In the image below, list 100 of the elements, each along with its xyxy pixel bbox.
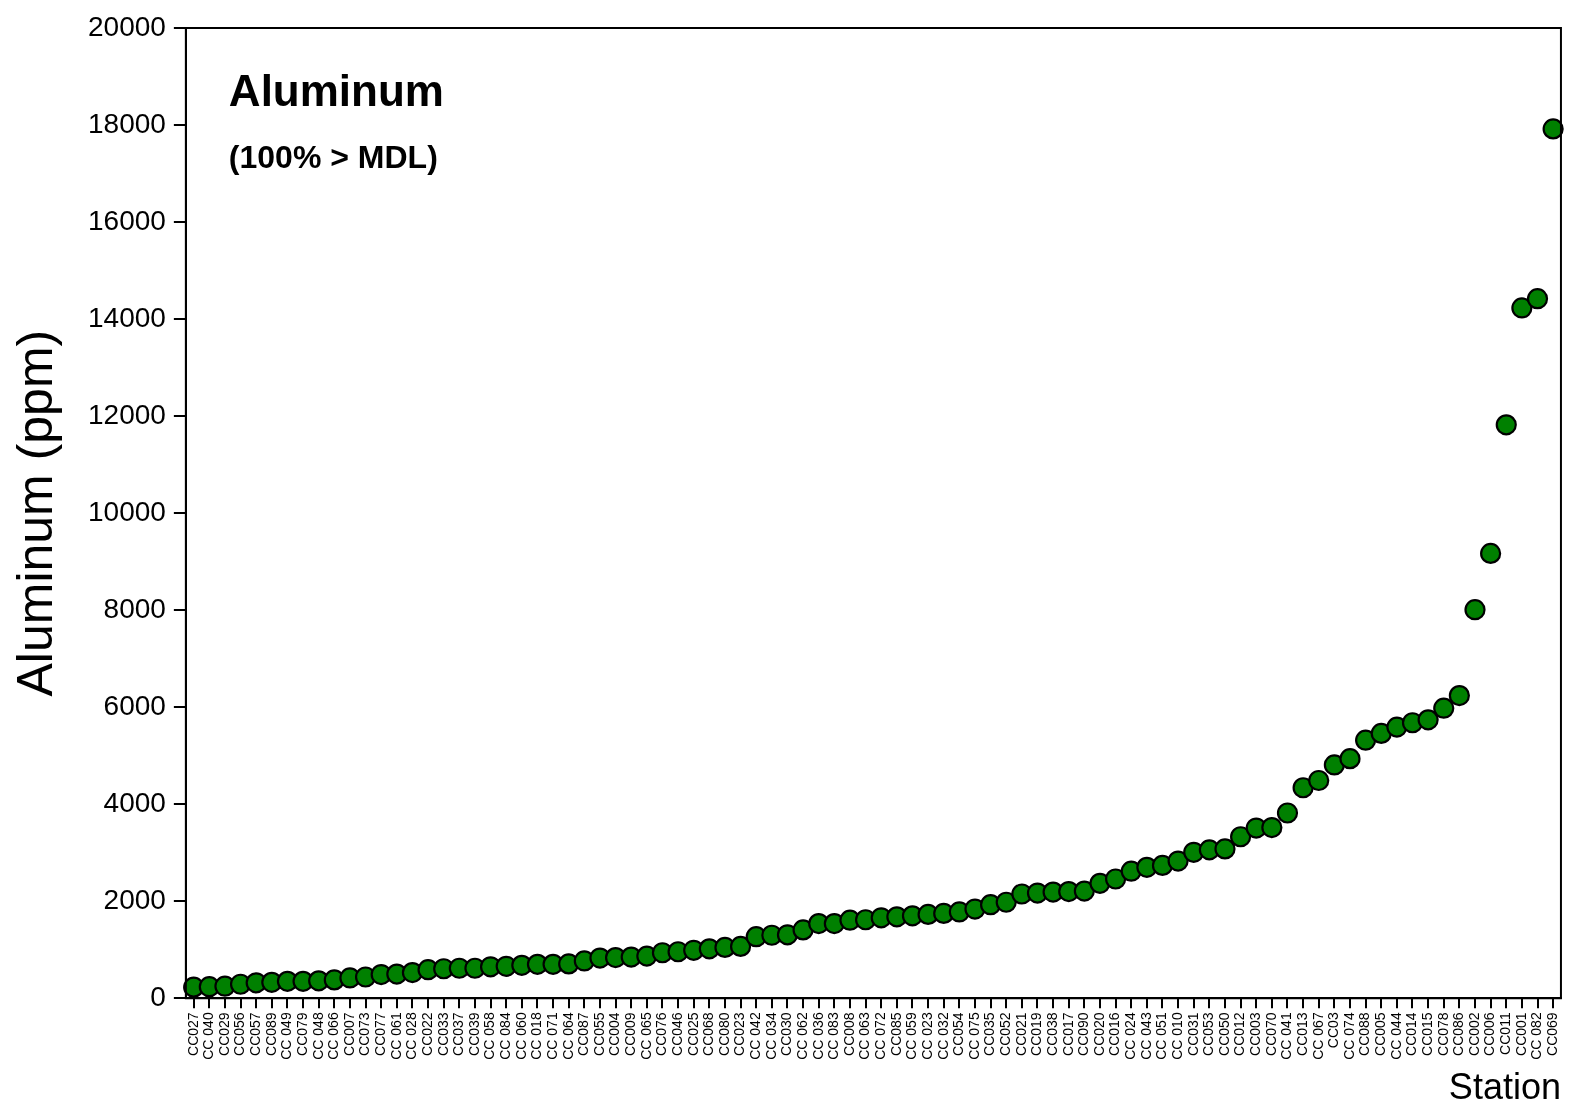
x-tick-label: CC031 bbox=[1184, 1012, 1201, 1056]
x-tick-label: CC 071 bbox=[543, 1012, 560, 1060]
y-tick-label: 0 bbox=[150, 981, 166, 1013]
x-tick-label: CC 066 bbox=[325, 1012, 342, 1060]
x-tick-label: CC035 bbox=[981, 1012, 998, 1056]
x-tick-label: CC 044 bbox=[1387, 1012, 1404, 1060]
x-tick-label: CC005 bbox=[1372, 1012, 1389, 1056]
text: Aluminum bbox=[228, 66, 444, 115]
x-tick-label: CC 040 bbox=[200, 1012, 217, 1060]
x-tick-label: CC023 bbox=[731, 1012, 748, 1056]
y-tick-label: 20000 bbox=[87, 10, 166, 42]
text: (100% > MDL) bbox=[228, 139, 438, 175]
x-tick-label: CC080 bbox=[715, 1012, 732, 1056]
x-tick-label: CC009 bbox=[622, 1012, 639, 1056]
x-tick-label: CC054 bbox=[950, 1012, 967, 1056]
x-tick-label: CC001 bbox=[1512, 1012, 1529, 1056]
y-tick-label: 14000 bbox=[87, 301, 166, 333]
x-tick-label: CC004 bbox=[606, 1012, 623, 1056]
y-tick-label: 16000 bbox=[87, 204, 166, 236]
x-tick-label: CC003 bbox=[1247, 1012, 1264, 1056]
x-tick-label: CC 065 bbox=[637, 1012, 654, 1060]
y-tick-label: 10000 bbox=[87, 495, 166, 527]
x-tick-label: CC 083 bbox=[825, 1012, 842, 1060]
x-tick-label: CC076 bbox=[653, 1012, 670, 1056]
x-tick-label: CC 018 bbox=[528, 1012, 545, 1060]
x-tick-label: CC037 bbox=[450, 1012, 467, 1056]
x-tick-label: CC 074 bbox=[1340, 1012, 1357, 1060]
x-tick-label: CC090 bbox=[1075, 1012, 1092, 1056]
x-tick-label: CC022 bbox=[418, 1012, 435, 1056]
x-tick-label: CC019 bbox=[1028, 1012, 1045, 1056]
x-tick-label: CC088 bbox=[1356, 1012, 1373, 1056]
x-tick-label: CC 072 bbox=[872, 1012, 889, 1060]
x-tick-label: CC046 bbox=[668, 1012, 685, 1056]
x-tick-label: CC 028 bbox=[403, 1012, 420, 1060]
x-tick-label: CC013 bbox=[1293, 1012, 1310, 1056]
x-tick-label: CC014 bbox=[1403, 1012, 1420, 1056]
x-tick-label: CC057 bbox=[247, 1012, 264, 1056]
x-tick-label: CC087 bbox=[575, 1012, 592, 1056]
x-tick-label: CC 060 bbox=[512, 1012, 529, 1060]
y-tick-label: 2000 bbox=[103, 884, 166, 916]
y-tick-label: 18000 bbox=[87, 107, 166, 139]
x-tick-label: CC085 bbox=[887, 1012, 904, 1056]
y-axis-title: Aluminum (ppm) bbox=[6, 329, 63, 697]
x-tick-label: CC079 bbox=[293, 1012, 310, 1056]
x-tick-label: CC015 bbox=[1418, 1012, 1435, 1056]
x-tick-label: CC020 bbox=[1090, 1012, 1107, 1056]
y-tick-label: 4000 bbox=[103, 786, 166, 818]
x-tick-label: CC 034 bbox=[762, 1012, 779, 1060]
x-tick-label: CC03 bbox=[1325, 1012, 1342, 1049]
x-tick-label: CC 075 bbox=[965, 1012, 982, 1060]
x-tick-label: CC052 bbox=[997, 1012, 1014, 1056]
x-tick-label: CC 051 bbox=[1153, 1012, 1170, 1060]
x-tick-label: CC033 bbox=[434, 1012, 451, 1056]
x-tick-label: CC069 bbox=[1543, 1012, 1560, 1056]
x-tick-label: CC086 bbox=[1450, 1012, 1467, 1056]
x-tick-label: CC029 bbox=[215, 1012, 232, 1056]
x-tick-label: CC 042 bbox=[747, 1012, 764, 1060]
x-tick-label: CC089 bbox=[262, 1012, 279, 1056]
x-tick-label: CC 032 bbox=[934, 1012, 951, 1060]
x-tick-label: CC050 bbox=[1215, 1012, 1232, 1056]
x-tick-label: CC038 bbox=[1043, 1012, 1060, 1056]
x-tick-label: CC017 bbox=[1059, 1012, 1076, 1056]
x-tick-label: CC027 bbox=[184, 1012, 201, 1056]
x-tick-label: CC 010 bbox=[1168, 1012, 1185, 1060]
x-tick-label: CC039 bbox=[465, 1012, 482, 1056]
x-tick-label: CC055 bbox=[590, 1012, 607, 1056]
x-axis-title: Station bbox=[1448, 1066, 1561, 1108]
x-tick-label: CC 043 bbox=[1137, 1012, 1154, 1060]
x-tick-label: CC070 bbox=[1262, 1012, 1279, 1056]
y-tick-label: 6000 bbox=[103, 689, 166, 721]
x-tick-label: CC053 bbox=[1200, 1012, 1217, 1056]
x-tick-label: CC025 bbox=[684, 1012, 701, 1056]
x-tick-label: CC006 bbox=[1481, 1012, 1498, 1056]
x-tick-label: CC007 bbox=[340, 1012, 357, 1056]
y-tick-label: 12000 bbox=[87, 398, 166, 430]
x-tick-label: CC 049 bbox=[278, 1012, 295, 1060]
x-tick-label: CC077 bbox=[372, 1012, 389, 1056]
x-tick-label: CC 084 bbox=[497, 1012, 514, 1060]
x-tick-label: CC016 bbox=[1106, 1012, 1123, 1056]
x-tick-label: CC 048 bbox=[309, 1012, 326, 1060]
x-tick-label: CC 024 bbox=[1122, 1012, 1139, 1060]
x-tick-label: CC008 bbox=[840, 1012, 857, 1056]
x-tick-label: CC 061 bbox=[387, 1012, 404, 1060]
x-tick-label: CC073 bbox=[356, 1012, 373, 1056]
x-tick-label: CC068 bbox=[700, 1012, 717, 1056]
x-tick-label: CC 023 bbox=[918, 1012, 935, 1060]
y-tick-label: 8000 bbox=[103, 592, 166, 624]
x-tick-label: CC030 bbox=[778, 1012, 795, 1056]
x-tick-label: CC011 bbox=[1497, 1012, 1514, 1055]
x-tick-label: CC 058 bbox=[481, 1012, 498, 1060]
x-tick-label: CC078 bbox=[1434, 1012, 1451, 1056]
x-tick-label: CC 063 bbox=[856, 1012, 873, 1060]
x-tick-label: CC 036 bbox=[809, 1012, 826, 1060]
x-tick-label: CC021 bbox=[1012, 1012, 1029, 1056]
x-tick-label: CC 064 bbox=[559, 1012, 576, 1060]
x-tick-label: CC012 bbox=[1231, 1012, 1248, 1056]
x-tick-label: CC 062 bbox=[793, 1012, 810, 1060]
x-tick-label: CC002 bbox=[1465, 1012, 1482, 1056]
x-tick-label: CC056 bbox=[231, 1012, 248, 1056]
x-tick-label: CC 059 bbox=[903, 1012, 920, 1060]
